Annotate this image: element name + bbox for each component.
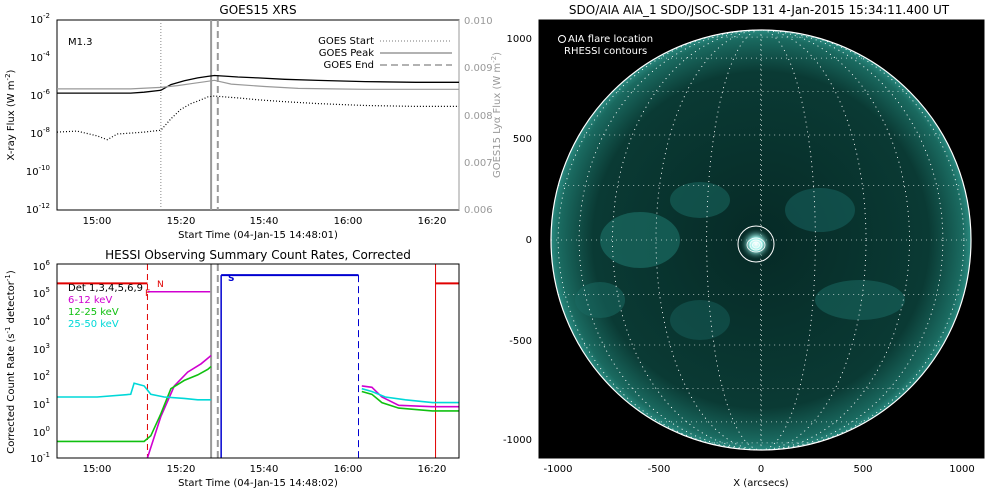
hessi-xtick: 16:00: [334, 464, 363, 475]
hessi-xtick: 15:00: [83, 464, 112, 475]
hessi-series-line: [57, 365, 212, 443]
goes-title: GOES15 XRS: [219, 3, 296, 17]
aia-xtick: -1000: [543, 464, 572, 475]
solar-limb: [550, 29, 972, 451]
hessi-ytick: 103: [33, 342, 50, 356]
aia-xtick: 0: [758, 464, 764, 475]
goes-series-line: [56, 95, 459, 141]
hessi-ytick: 101: [33, 397, 50, 411]
aia-ytick: 0: [526, 235, 532, 246]
goes-xtick: 15:00: [83, 216, 112, 227]
hessi-ytick: 105: [33, 286, 50, 300]
goes-ytick: 10-6: [30, 88, 50, 102]
goes-xlabel: Start Time (04-Jan-15 14:48:01): [178, 230, 338, 241]
aia-xtick: -500: [648, 464, 671, 475]
hessi-xtick: 15:20: [167, 464, 196, 475]
hessi-series-line: [361, 390, 459, 412]
goes-panel: GOES15 XRS 10-2 10-4 10-6 10-8 10-10 10-…: [4, 3, 503, 241]
hessi-legend-det: Det 1,3,4,5,6,9: [68, 283, 143, 294]
goes-series-line: [57, 79, 459, 90]
hessi-series-line: [146, 354, 212, 459]
longitude-line: [557, 29, 965, 451]
goes-xtick: 16:00: [334, 216, 363, 227]
hessi-flag-f: F: [145, 289, 150, 299]
hessi-xtick: 16:20: [418, 464, 447, 475]
goes-xtick: 15:40: [250, 216, 279, 227]
sun-active-regions: [575, 182, 905, 340]
goes-ylabel-right: GOES15 Lyα Flux (W m-2): [490, 52, 503, 178]
aia-yticks: 1000 500 0 -500 -1000: [503, 34, 532, 446]
goes-y2tick: 0.010: [464, 16, 493, 27]
goes-ytick: 10-2: [30, 12, 50, 26]
longitude-line: [578, 29, 944, 451]
aia-ytick: 1000: [507, 34, 532, 45]
hessi-marks: [57, 264, 459, 459]
aia-legend-flare: AIA flare location: [568, 34, 653, 45]
goes-class-label: M1.3: [68, 37, 93, 48]
goes-xticks: 15:00 15:20 15:40 16:00 16:20: [83, 216, 447, 227]
longitude-line: [655, 29, 867, 451]
aia-ytick: -500: [509, 336, 532, 347]
goes-legend-peak: GOES Peak: [319, 48, 374, 59]
hessi-xlabel: Start Time (04-Jan-15 14:48:02): [178, 478, 338, 489]
goes-ytick: 10-10: [26, 164, 50, 178]
hessi-panel: HESSI Observing Summary Count Rates, Cor…: [4, 248, 460, 489]
hessi-legend-6-12: 6-12 keV: [68, 295, 112, 306]
goes-legend-start: GOES Start: [318, 36, 374, 47]
hessi-legend: Det 1,3,4,5,6,9 6-12 keV 12-25 keV 25-50…: [68, 283, 143, 330]
hessi-legend-12-25: 12-25 keV: [68, 307, 119, 318]
hessi-ytick: 106: [33, 259, 51, 273]
goes-y2tick: 0.008: [464, 111, 493, 122]
goes-y2tick: 0.006: [464, 205, 493, 216]
flare-glow: [740, 228, 772, 260]
goes-ytick: 10-12: [26, 202, 50, 216]
goes-ytick: 10-4: [30, 50, 50, 64]
aia-panel: SDO/AIA AIA_1 SDO/JSOC-SDP 131 4-Jan-201…: [503, 3, 985, 489]
goes-xtick: 15:20: [167, 216, 196, 227]
aia-legend-contours: RHESSI contours: [564, 46, 647, 57]
aia-xtick: 1000: [949, 464, 974, 475]
hessi-series-line: [57, 382, 212, 401]
aia-xticks: -1000 -500 0 500 1000: [543, 464, 974, 475]
goes-legend: GOES Start GOES Peak GOES End: [318, 36, 452, 71]
hessi-ytick: 10-1: [30, 451, 50, 465]
goes-series-line: [57, 74, 459, 94]
hessi-ylabel: Corrected Count Rate (s-1 detector-1): [4, 270, 17, 454]
hessi-series-line: [361, 385, 459, 408]
aia-title: SDO/AIA AIA_1 SDO/JSOC-SDP 131 4-Jan-201…: [569, 3, 950, 17]
hessi-xtick: 15:40: [250, 464, 279, 475]
goes-marks: [56, 20, 459, 210]
aia-flare-location-marker: [737, 225, 775, 263]
hessi-yticks: 106 105 104 103 102 101 100 10-1: [30, 259, 50, 465]
goes-legend-end: GOES End: [324, 60, 374, 71]
hessi-plot-frame: [56, 263, 460, 459]
hessi-ytick: 104: [33, 314, 51, 328]
aia-xlabel: X (arcsecs): [733, 478, 789, 489]
goes-yticks: 10-2 10-4 10-6 10-8 10-10 10-12: [26, 12, 51, 216]
aia-legend-circle-icon: [558, 35, 566, 43]
hessi-series-line: [361, 387, 459, 404]
hessi-ytick: 102: [33, 369, 50, 383]
goes-plot-frame: [56, 19, 460, 211]
aia-ytick: -1000: [503, 435, 532, 446]
hessi-flag-n: N: [157, 280, 164, 290]
goes-y2tick: 0.007: [464, 158, 493, 169]
hessi-flag-s: S: [228, 274, 234, 284]
goes-y2tick: 0.009: [464, 63, 493, 74]
hessi-xticks: 15:00 15:20 15:40 16:00 16:20: [83, 464, 447, 475]
goes-ytick: 10-8: [30, 126, 50, 140]
aia-xtick: 500: [853, 464, 872, 475]
hessi-ytick: 100: [33, 425, 50, 439]
rhessi-contours: [746, 237, 766, 253]
aia-plot-frame: [538, 19, 985, 459]
goes-y2ticks: 0.010 0.009 0.008 0.007 0.006: [464, 16, 493, 216]
goes-ylabel: X-ray Flux (W m-2): [4, 69, 17, 160]
aia-image: [550, 29, 972, 451]
hessi-legend-25-50: 25-50 keV: [68, 319, 119, 330]
hessi-title: HESSI Observing Summary Count Rates, Cor…: [105, 248, 411, 262]
goes-xtick: 16:20: [418, 216, 447, 227]
aia-ytick: 500: [513, 134, 532, 145]
